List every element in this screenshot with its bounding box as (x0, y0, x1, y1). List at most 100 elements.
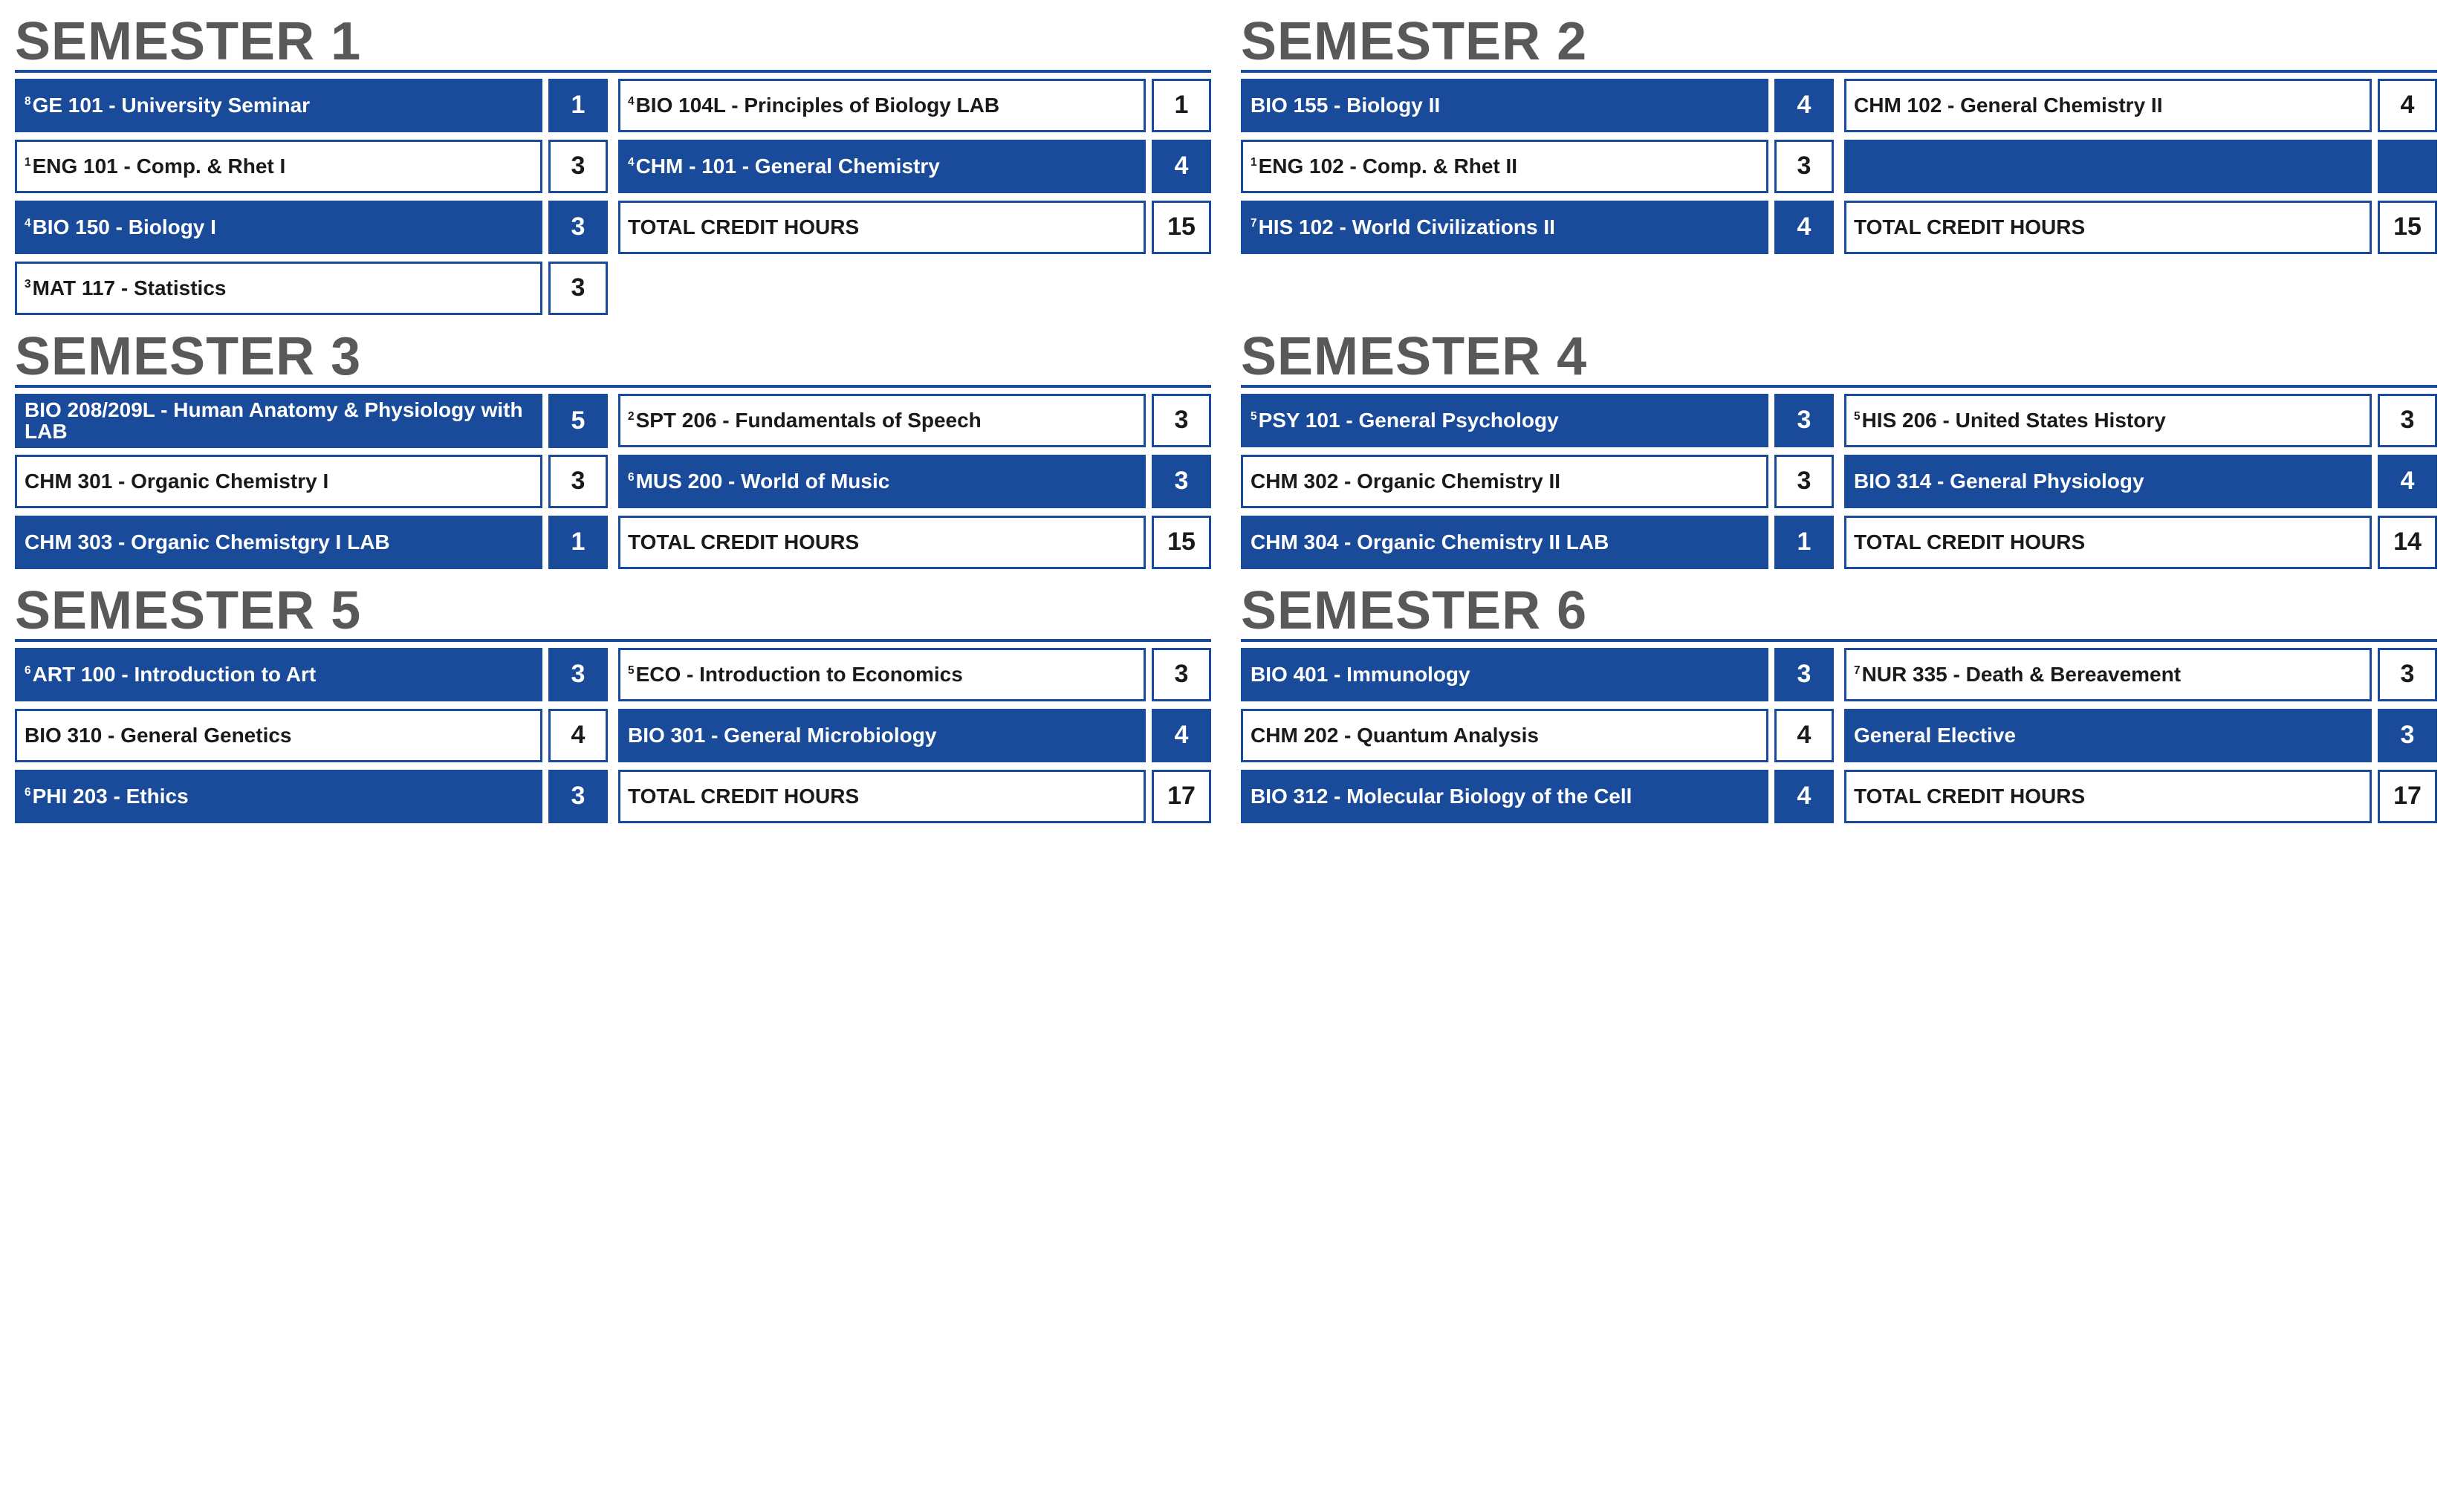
course-name-cell: BIO 301 - General Microbiology (618, 709, 1146, 762)
semester-course-grid: BIO 155 - Biology II4CHM 102 - General C… (1241, 79, 2437, 254)
course-name-cell: General Elective (1844, 709, 2372, 762)
course-row (1844, 140, 2437, 193)
course-name-text: SPT 206 - Fundamentals of Speech (636, 409, 982, 432)
course-name-cell: 6ART 100 - Introduction to Art (15, 648, 542, 701)
course-name-cell: BIO 310 - General Genetics (15, 709, 542, 762)
semester-block: SEMESTER 3 BIO 208/209L - Human Anatomy &… (15, 330, 1211, 569)
course-name-text: HIS 102 - World Civilizations II (1259, 215, 1555, 239)
course-hours-cell: 3 (2378, 648, 2437, 701)
course-name-cell: 1ENG 101 - Comp. & Rhet I (15, 140, 542, 193)
total-hours-cell: 17 (2378, 770, 2437, 823)
semester-title: SEMESTER 2 (1241, 15, 2437, 73)
course-footnote-sup: 3 (25, 278, 31, 291)
semester-block: SEMESTER 6 BIO 401 - Immunology 3 7NUR 335 … (1241, 584, 2437, 823)
course-hours-cell: 4 (1152, 709, 1211, 762)
course-row: BIO 310 - General Genetics4 (15, 709, 608, 762)
course-name-cell: BIO 208/209L - Human Anatomy & Physiolog… (15, 394, 542, 448)
course-row: 7HIS 102 - World Civilizations II4 (1241, 201, 1834, 254)
course-footnote-sup: 2 (628, 410, 635, 423)
course-name-text: MUS 200 - World of Music (636, 470, 890, 493)
course-name-cell: CHM 102 - General Chemistry II (1844, 79, 2372, 132)
course-row: 4BIO 104L - Principles of Biology LAB1 (618, 79, 1211, 132)
course-row: 6PHI 203 - Ethics3 (15, 770, 608, 823)
course-footnote-sup: 1 (1251, 156, 1257, 169)
course-row: CHM 202 - Quantum Analysis 4 (1241, 709, 1834, 762)
course-hours-cell: 4 (1774, 709, 1834, 762)
course-name-text: BIO 301 - General Microbiology (628, 724, 936, 747)
course-footnote-sup: 7 (1854, 664, 1861, 677)
course-hours-cell: 3 (548, 455, 608, 508)
total-hours-cell: 15 (1152, 516, 1211, 569)
course-row: 2SPT 206 - Fundamentals of Speech3 (618, 394, 1211, 447)
course-name-cell: CHM 304 - Organic Chemistry II LAB (1241, 516, 1768, 569)
total-row: TOTAL CREDIT HOURS15 (1844, 201, 2437, 254)
course-name-text: CHM - 101 - General Chemistry (636, 155, 940, 178)
course-hours-cell: 3 (548, 648, 608, 701)
semester-title: SEMESTER 5 (15, 584, 1211, 642)
course-footnote-sup: 8 (25, 95, 31, 108)
course-hours-cell: 1 (1774, 516, 1834, 569)
semester-course-grid: 6ART 100 - Introduction to Art35ECO - In… (15, 648, 1211, 823)
course-hours-cell: 3 (1774, 648, 1834, 701)
semester-title: SEMESTER 4 (1241, 330, 2437, 388)
course-row: 4CHM - 101 - General Chemistry4 (618, 140, 1211, 193)
course-name-cell: 4BIO 104L - Principles of Biology LAB (618, 79, 1146, 132)
total-row: TOTAL CREDIT HOURS15 (618, 201, 1211, 254)
course-name-text: BIO 155 - Biology II (1251, 94, 1440, 117)
course-row: 5HIS 206 - United States History3 (1844, 394, 2437, 447)
semester-course-grid: BIO 208/209L - Human Anatomy & Physiolog… (15, 394, 1211, 569)
course-name-cell: 7HIS 102 - World Civilizations II (1241, 201, 1768, 254)
semester-block: SEMESTER 4 5PSY 101 - General Psychology3… (1241, 330, 2437, 569)
course-hours-cell: 4 (2378, 455, 2437, 508)
course-name-cell: BIO 155 - Biology II (1241, 79, 1768, 132)
course-name-cell: BIO 312 - Molecular Biology of the Cell (1241, 770, 1768, 823)
course-name-cell: CHM 303 - Organic Chemistgry I LAB (15, 516, 542, 569)
course-name-text: CHM 302 - Organic Chemistry II (1251, 470, 1560, 493)
course-row: BIO 314 - General Physiology4 (1844, 455, 2437, 508)
course-row: BIO 312 - Molecular Biology of the Cell4 (1241, 770, 1834, 823)
course-footnote-sup: 4 (628, 95, 635, 108)
total-label-cell: TOTAL CREDIT HOURS (1844, 770, 2372, 823)
semester-block: SEMESTER 5 6ART 100 - Introduction to Art… (15, 584, 1211, 823)
course-name-text: BIO 401 - Immunology (1251, 663, 1470, 686)
course-footnote-sup: 5 (1854, 410, 1861, 423)
course-footnote-sup: 5 (1251, 410, 1257, 423)
course-name-text: BIO 208/209L - Human Anatomy & Physiolog… (25, 398, 523, 443)
course-name-text: CHM 202 - Quantum Analysis (1251, 724, 1539, 747)
course-row: CHM 301 - Organic Chemistry I3 (15, 455, 608, 508)
total-label-cell: TOTAL CREDIT HOURS (1844, 516, 2372, 569)
course-row: 1ENG 102 - Comp. & Rhet II3 (1241, 140, 1834, 193)
course-footnote-sup: 1 (25, 156, 31, 169)
course-row: 3MAT 117 - Statistics3 (15, 262, 608, 315)
semester-title: SEMESTER 6 (1241, 584, 2437, 642)
course-footnote-sup: 6 (628, 471, 635, 484)
total-hours-cell: 15 (1152, 201, 1211, 254)
course-name-text: BIO 104L - Principles of Biology LAB (636, 94, 1000, 117)
course-hours-cell: 3 (548, 201, 608, 254)
total-label-cell: TOTAL CREDIT HOURS (618, 201, 1146, 254)
total-row: TOTAL CREDIT HOURS15 (618, 516, 1211, 569)
total-hours-cell: 14 (2378, 516, 2437, 569)
total-row: TOTAL CREDIT HOURS17 (1844, 770, 2437, 823)
course-footnote-sup: 4 (25, 217, 31, 230)
total-hours-cell: 15 (2378, 201, 2437, 254)
course-hours-cell: 3 (548, 770, 608, 823)
course-row: BIO 301 - General Microbiology 4 (618, 709, 1211, 762)
course-name-cell: 4CHM - 101 - General Chemistry (618, 140, 1146, 193)
course-name-cell: 1ENG 102 - Comp. & Rhet II (1241, 140, 1768, 193)
semester-course-grid: 8GE 101 - University Seminar14BIO 104L -… (15, 79, 1211, 315)
course-footnote-sup: 4 (628, 156, 635, 169)
semester-course-grid: BIO 401 - Immunology 3 7NUR 335 - Death & … (1241, 648, 2437, 823)
semester-title: SEMESTER 3 (15, 330, 1211, 388)
course-row: BIO 208/209L - Human Anatomy & Physiolog… (15, 394, 608, 447)
course-hours-cell: 3 (1152, 455, 1211, 508)
course-row: 5PSY 101 - General Psychology3 (1241, 394, 1834, 447)
course-name-cell: 3MAT 117 - Statistics (15, 262, 542, 315)
course-name-text: PSY 101 - General Psychology (1259, 409, 1559, 432)
course-name-text: ENG 101 - Comp. & Rhet I (33, 155, 286, 178)
course-name-text: NUR 335 - Death & Bereavement (1862, 663, 2182, 686)
course-hours-cell: 5 (548, 394, 608, 448)
course-hours-cell: 3 (548, 140, 608, 193)
course-name-cell: CHM 202 - Quantum Analysis (1241, 709, 1768, 762)
total-label-cell: TOTAL CREDIT HOURS (1844, 201, 2372, 254)
